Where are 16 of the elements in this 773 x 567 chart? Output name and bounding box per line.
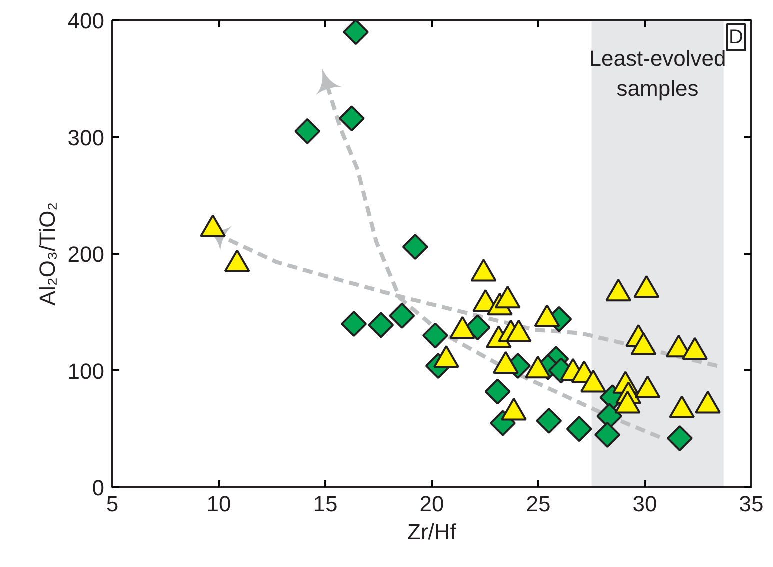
y-tick-label: 100: [68, 358, 105, 384]
x-tick-label: 20: [420, 492, 444, 516]
band-label: Least-evolved samples: [589, 46, 726, 102]
x-axis-title: Zr/Hf: [408, 520, 458, 544]
x-tick-label: 15: [313, 492, 338, 516]
y-tick-label: 400: [68, 8, 105, 34]
y-tick-label: 200: [68, 242, 105, 267]
x-tick-label: 30: [632, 492, 658, 516]
y-axis-title: Al₂O₃/TiO₂: [34, 202, 60, 306]
x-tick-label: 25: [526, 492, 551, 516]
y-tick-label: 0: [92, 476, 105, 500]
y-tick-label: 300: [68, 125, 105, 150]
x-tick-label: 5: [106, 492, 119, 516]
annotation: D: [729, 26, 744, 48]
x-tick-label: 10: [206, 492, 232, 516]
x-tick-label: 35: [739, 492, 764, 516]
